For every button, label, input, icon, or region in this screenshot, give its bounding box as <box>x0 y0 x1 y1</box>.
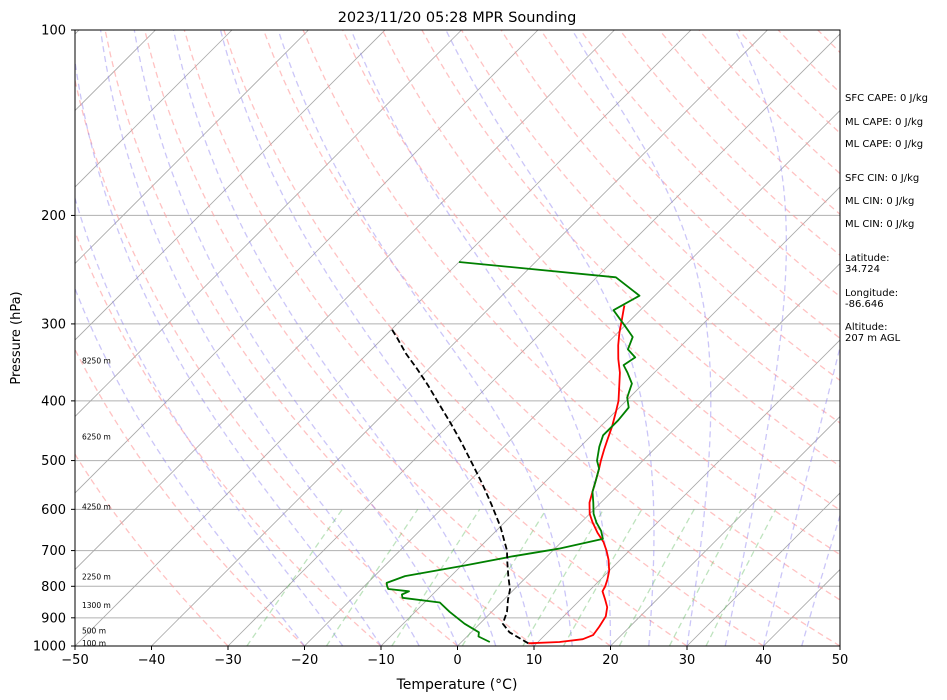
dry-adiabat-line <box>183 30 688 646</box>
height-label: 8250 m <box>82 357 111 366</box>
series-line-1 <box>385 261 641 643</box>
dry-adiabat-line <box>75 77 458 646</box>
y-tick-label: 100 <box>41 24 66 39</box>
y-tick-label: 400 <box>41 394 66 409</box>
height-label: 6250 m <box>82 432 111 441</box>
background-lines <box>75 30 840 646</box>
sfc-cin-text: SFC CIN: 0 J/kg <box>845 173 920 184</box>
dry-adiabat-line <box>144 30 611 646</box>
moist-adiabat-line <box>75 196 344 646</box>
moist-adiabat-line <box>571 30 712 646</box>
moist-adiabat-line <box>75 286 306 646</box>
ml-cin-text-2: ML CIN: 0 J/kg <box>845 219 915 230</box>
dry-adiabat-line <box>75 230 382 646</box>
x-tick-label: −50 <box>61 653 88 668</box>
x-axis: −50 −40 −30 −20 −10 0 10 20 30 40 50 <box>61 646 848 668</box>
isotherm-line <box>533 339 840 646</box>
moist-adiabat-line <box>277 30 573 646</box>
dry-adiabat-line <box>75 348 305 646</box>
x-tick-label: 0 <box>453 653 461 668</box>
moist-adiabat-line <box>801 513 840 646</box>
dry-adiabat-line <box>579 30 840 298</box>
y-tick-label: 900 <box>41 611 66 626</box>
mixing-ratio-line <box>562 508 643 646</box>
isotherm-line <box>686 492 840 646</box>
x-tick-label: 50 <box>832 653 849 668</box>
dry-adiabat-line <box>262 30 840 646</box>
x-tick-label: −10 <box>367 653 394 668</box>
isotherm-line <box>227 33 840 646</box>
mixing-ratio-line <box>668 508 742 646</box>
dry-adiabat-line <box>104 30 535 646</box>
height-labels: 100 m 500 m 1300 m 2250 m 4250 m 6250 m 8250 m <box>82 357 111 648</box>
moist-adiabat-line <box>133 30 459 646</box>
y-tick-label: 800 <box>41 580 66 595</box>
y-axis-label: Pressure (hPa) <box>9 291 24 384</box>
x-tick-label: 30 <box>679 653 696 668</box>
latitude-text: Latitude: 34.724 <box>845 253 890 275</box>
ml-cape-text-1: ML CAPE: 0 J/kg <box>845 117 924 128</box>
y-tick-label: 700 <box>41 544 66 559</box>
longitude-text: Longitude: -86.646 <box>845 288 899 310</box>
x-axis-label: Temperature (°C) <box>396 677 518 693</box>
y-tick-label: 300 <box>41 317 66 332</box>
y-tick-label: 1000 <box>33 640 66 655</box>
height-label: 4250 m <box>82 502 111 511</box>
isotherm-line <box>75 30 233 188</box>
isotherm-line <box>75 30 692 646</box>
height-label: 500 m <box>82 627 106 636</box>
altitude-text: Altitude: 207 m AGL <box>845 322 901 344</box>
ml-cape-text-2: ML CAPE: 0 J/kg <box>845 139 924 150</box>
sfc-cape-text: SFC CAPE: 0 J/kg <box>845 93 928 104</box>
isotherm-line <box>75 30 539 494</box>
y-tick-label: 600 <box>41 503 66 518</box>
mixing-ratio-line <box>705 508 777 646</box>
moist-adiabat-line <box>724 30 787 646</box>
x-tick-label: −30 <box>214 653 241 668</box>
isotherm-line <box>457 262 840 646</box>
isotherm-line <box>304 109 840 646</box>
moist-adiabat-line <box>75 57 382 646</box>
x-tick-label: 40 <box>755 653 772 668</box>
isotherm-line <box>610 415 840 646</box>
isotherm-line <box>75 30 462 418</box>
height-label: 100 m <box>82 639 106 648</box>
isotherm-line <box>380 186 840 646</box>
moist-adiabat-line <box>172 30 497 646</box>
x-tick-label: 10 <box>526 653 543 668</box>
y-axis: 100 200 300 400 500 600 700 800 900 1000 <box>33 24 75 655</box>
x-tick-label: 20 <box>602 653 619 668</box>
mixing-ratio-line <box>618 508 695 646</box>
mixing-ratio-line <box>325 508 419 646</box>
moist-adiabat-line <box>762 344 840 646</box>
series-line-2 <box>391 328 529 645</box>
isotherm-line <box>75 30 615 571</box>
mixing-ratio-line <box>461 508 547 646</box>
isotherm-line <box>75 30 309 265</box>
ml-cin-text-1: ML CIN: 0 J/kg <box>845 196 915 207</box>
y-tick-label: 500 <box>41 454 66 469</box>
mixing-ratio-line <box>522 508 605 646</box>
series-line-0 <box>528 305 626 645</box>
isotherm-line <box>75 30 386 341</box>
height-label: 1300 m <box>82 601 111 610</box>
mixing-ratio-line <box>391 508 481 646</box>
moist-adiabat-line <box>99 30 420 646</box>
isotherm-line <box>151 30 768 646</box>
x-tick-label: −40 <box>138 653 165 668</box>
height-label: 2250 m <box>82 573 111 582</box>
mixing-ratio-line <box>246 508 343 646</box>
chart-title: 2023/11/20 05:28 MPR Sounding <box>338 10 577 26</box>
data-series <box>385 261 641 645</box>
moist-adiabat-line <box>219 30 535 646</box>
x-tick-label: −20 <box>291 653 318 668</box>
y-tick-label: 200 <box>41 209 66 224</box>
